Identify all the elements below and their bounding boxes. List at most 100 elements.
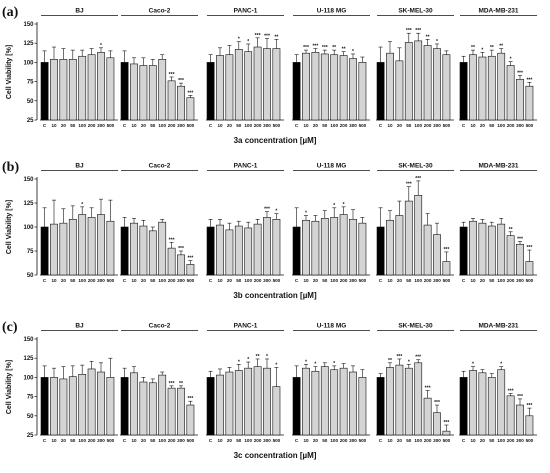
x-tick-label: 10 bbox=[131, 278, 137, 283]
bar bbox=[186, 264, 195, 276]
x-tick-label: 200 bbox=[168, 123, 176, 128]
y-tick-label: 50 bbox=[27, 414, 34, 420]
x-axis-label: 3c concentration [µM] bbox=[234, 451, 317, 460]
x-tick-label: C bbox=[295, 278, 299, 283]
bar bbox=[158, 59, 167, 121]
bar bbox=[386, 52, 394, 121]
bar bbox=[130, 63, 138, 121]
y-axis-label: Cell Viability [%] bbox=[6, 200, 13, 254]
y-tick-label: 75 bbox=[27, 80, 34, 86]
x-tick-label: 10 bbox=[470, 123, 476, 128]
bar bbox=[59, 222, 68, 276]
x-tick-label: 100 bbox=[497, 278, 505, 283]
significance-marker: ** bbox=[490, 45, 494, 51]
x-tick-label: 500 bbox=[273, 278, 281, 283]
control-bar bbox=[120, 226, 129, 276]
significance-marker: ** bbox=[332, 45, 336, 51]
y-axis-label: Cell Viability [%] bbox=[6, 360, 13, 414]
x-tick-label: C bbox=[462, 278, 466, 283]
bar bbox=[349, 371, 357, 436]
x-tick-label: 300 bbox=[97, 123, 105, 128]
x-tick-label: 200 bbox=[507, 278, 515, 283]
x-tick-label: 20 bbox=[313, 278, 319, 283]
bar bbox=[414, 195, 423, 276]
bar bbox=[177, 254, 185, 276]
group-label: SK-MEL-30 bbox=[398, 8, 433, 15]
x-tick-label: 20 bbox=[141, 278, 147, 283]
bar bbox=[320, 366, 329, 436]
x-tick-label: 200 bbox=[340, 278, 348, 283]
x-tick-label: 20 bbox=[61, 438, 67, 443]
x-tick-label: 100 bbox=[78, 123, 86, 128]
group-bj: BJ C 10 20 50 * 100 200 300 500 bbox=[40, 163, 118, 283]
group-label: MDA-MB-231 bbox=[478, 8, 518, 15]
bar bbox=[423, 224, 432, 276]
x-tick-label: 300 bbox=[177, 438, 185, 443]
bar bbox=[253, 366, 262, 436]
significance-marker: *** bbox=[443, 247, 449, 253]
y-tick-label: 125 bbox=[23, 41, 34, 47]
x-tick-label: 20 bbox=[227, 123, 233, 128]
x-tick-label: 300 bbox=[177, 278, 185, 283]
bar bbox=[320, 53, 329, 121]
bar bbox=[302, 219, 310, 276]
y-tick-label: 100 bbox=[23, 375, 34, 381]
significance-marker: *** bbox=[425, 385, 431, 391]
significance-marker: * bbox=[238, 37, 240, 43]
y-tick-label: 50 bbox=[27, 273, 34, 279]
x-tick-label: 300 bbox=[516, 123, 524, 128]
significance-marker: * bbox=[314, 362, 316, 368]
significance-marker: ** bbox=[426, 34, 430, 40]
x-tick-label: 500 bbox=[187, 278, 195, 283]
bar bbox=[311, 52, 320, 121]
significance-marker: *** bbox=[443, 420, 449, 426]
x-tick-label: C bbox=[209, 278, 213, 283]
control-bar bbox=[206, 377, 215, 436]
bar bbox=[97, 371, 105, 436]
bar bbox=[339, 214, 348, 276]
bar bbox=[506, 395, 515, 436]
significance-marker: * bbox=[266, 354, 268, 360]
group-label: BJ bbox=[75, 163, 84, 170]
x-tick-label: C bbox=[462, 438, 466, 443]
x-tick-label: 50 bbox=[406, 278, 412, 283]
x-tick-label: 300 bbox=[349, 438, 357, 443]
bar bbox=[130, 222, 138, 276]
x-tick-label: 10 bbox=[303, 123, 309, 128]
x-axis-label: 3a concentration [µM] bbox=[234, 136, 317, 145]
panel-letter: (b) bbox=[2, 160, 19, 175]
x-tick-label: 200 bbox=[254, 123, 262, 128]
x-tick-label: 500 bbox=[443, 438, 451, 443]
panel-1: (a) 25 50 75 100 125 150 Cell Viability [%] 3a c… bbox=[2, 5, 537, 145]
y-tick-label: 75 bbox=[27, 249, 34, 255]
x-tick-label: 300 bbox=[433, 123, 441, 128]
x-tick-label: 20 bbox=[313, 438, 319, 443]
bar bbox=[433, 48, 441, 121]
group-caco-2: Caco-2 C 10 20 50 100 *** 200 *** 300 *** 500 bbox=[120, 163, 198, 283]
significance-marker: * bbox=[238, 359, 240, 365]
bar bbox=[263, 217, 271, 276]
x-tick-label: 20 bbox=[397, 123, 403, 128]
group-label: MDA-MB-231 bbox=[478, 323, 518, 330]
significance-marker: *** bbox=[396, 354, 402, 360]
x-tick-label: C bbox=[123, 278, 127, 283]
bar bbox=[395, 215, 404, 276]
group-bj: BJ C 10 20 50 100 200 * 300 500 bbox=[40, 8, 118, 128]
group-label: BJ bbox=[75, 8, 84, 15]
x-tick-label: 300 bbox=[97, 438, 105, 443]
bar bbox=[497, 369, 506, 436]
control-bar bbox=[376, 62, 385, 121]
x-tick-label: 100 bbox=[244, 438, 252, 443]
significance-marker: * bbox=[275, 209, 277, 215]
group-mda-mb-231: MDA-MB-231 C * 10 20 50 * 100 *** 200 *** 300 *** 500 bbox=[459, 323, 537, 443]
y-tick-label: 75 bbox=[27, 395, 34, 401]
bar bbox=[302, 52, 310, 121]
x-tick-label: C bbox=[123, 438, 127, 443]
group-mda-mb-231: MDA-MB-231 C 10 20 50 100 ** 200 *** 300 *** 500 bbox=[459, 163, 537, 283]
x-tick-label: 300 bbox=[263, 438, 271, 443]
group-label: PANC-1 bbox=[234, 8, 258, 15]
x-tick-label: C bbox=[209, 123, 213, 128]
control-bar bbox=[459, 226, 468, 276]
x-tick-label: 10 bbox=[387, 123, 393, 128]
bar bbox=[50, 59, 58, 121]
